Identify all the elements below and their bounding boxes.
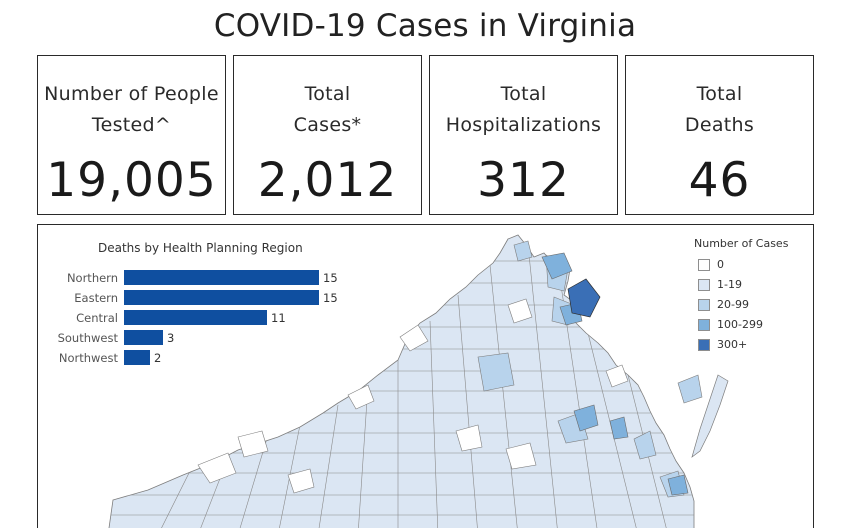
legend-label: 0 [717,258,724,271]
kpi-label: Total Deaths [626,79,813,141]
kpi-value: 46 [688,153,751,208]
kpi-label: Number of People Tested^ [38,79,225,141]
bar-value-label: 2 [154,351,162,365]
legend-label: 300+ [717,338,748,351]
bar[interactable] [124,350,150,365]
kpi-total-cases: Total Cases* 2,012 [233,55,422,215]
bar[interactable] [124,310,267,325]
kpi-people-tested: Number of People Tested^ 19,005 [37,55,226,215]
bar-category-label: Northern [66,271,118,285]
bar-value-label: 11 [271,311,286,325]
legend-label: 100-299 [717,318,763,331]
bar-value-label: 3 [167,331,175,345]
legend-label: 20-99 [717,298,749,311]
bar-category-label: Northwest [58,351,118,365]
bar-row-northwest: Northwest 2 [38,350,368,366]
very-high-case-counties[interactable] [567,278,601,318]
legend-swatch [698,339,710,351]
map-panel: Deaths by Health Planning Region Norther… [37,224,814,528]
bar-row-southwest: Southwest 3 [38,330,368,346]
bar-value-label: 15 [323,291,338,305]
bar[interactable] [124,330,163,345]
bar-category-label: Central [76,311,118,325]
kpi-label-line2: Deaths [684,114,755,136]
kpi-value: 312 [477,153,570,208]
bar-value-label: 15 [323,271,338,285]
kpi-total-deaths: Total Deaths 46 [625,55,814,215]
kpi-label-line2: Hospitalizations [445,114,602,136]
kpi-total-hospitalizations: Total Hospitalizations 312 [429,55,618,215]
kpi-label-line2: Cases* [293,114,362,136]
kpi-label-line1: Number of People [44,83,219,105]
legend-swatch [698,299,710,311]
bar-row-central: Central 11 [38,310,368,326]
kpi-label-line1: Total [696,83,743,105]
kpi-value: 19,005 [46,153,217,208]
kpi-label-line1: Total [304,83,351,105]
eastern-shore-shape [691,374,729,458]
bar-row-northern: Northern 15 [38,270,368,286]
bar-row-eastern: Eastern 15 [38,290,368,306]
bar-category-label: Southwest [57,331,118,345]
bar-chart-title: Deaths by Health Planning Region [98,241,303,255]
zero-case-counties [197,298,629,494]
legend-title: Number of Cases [694,237,789,250]
kpi-label-line2: Tested^ [91,114,172,136]
page-title: COVID-19 Cases in Virginia [213,8,637,44]
kpi-label-line1: Total [500,83,547,105]
legend-label: 1-19 [717,278,742,291]
virginia-county-map[interactable] [38,225,814,528]
legend-swatch [698,279,710,291]
bar[interactable] [124,270,319,285]
bar[interactable] [124,290,319,305]
legend-swatch [698,259,710,271]
kpi-value: 2,012 [257,153,398,208]
bar-category-label: Eastern [74,291,118,305]
kpi-label: Total Cases* [234,79,421,141]
kpi-label: Total Hospitalizations [430,79,617,141]
legend-swatch [698,319,710,331]
